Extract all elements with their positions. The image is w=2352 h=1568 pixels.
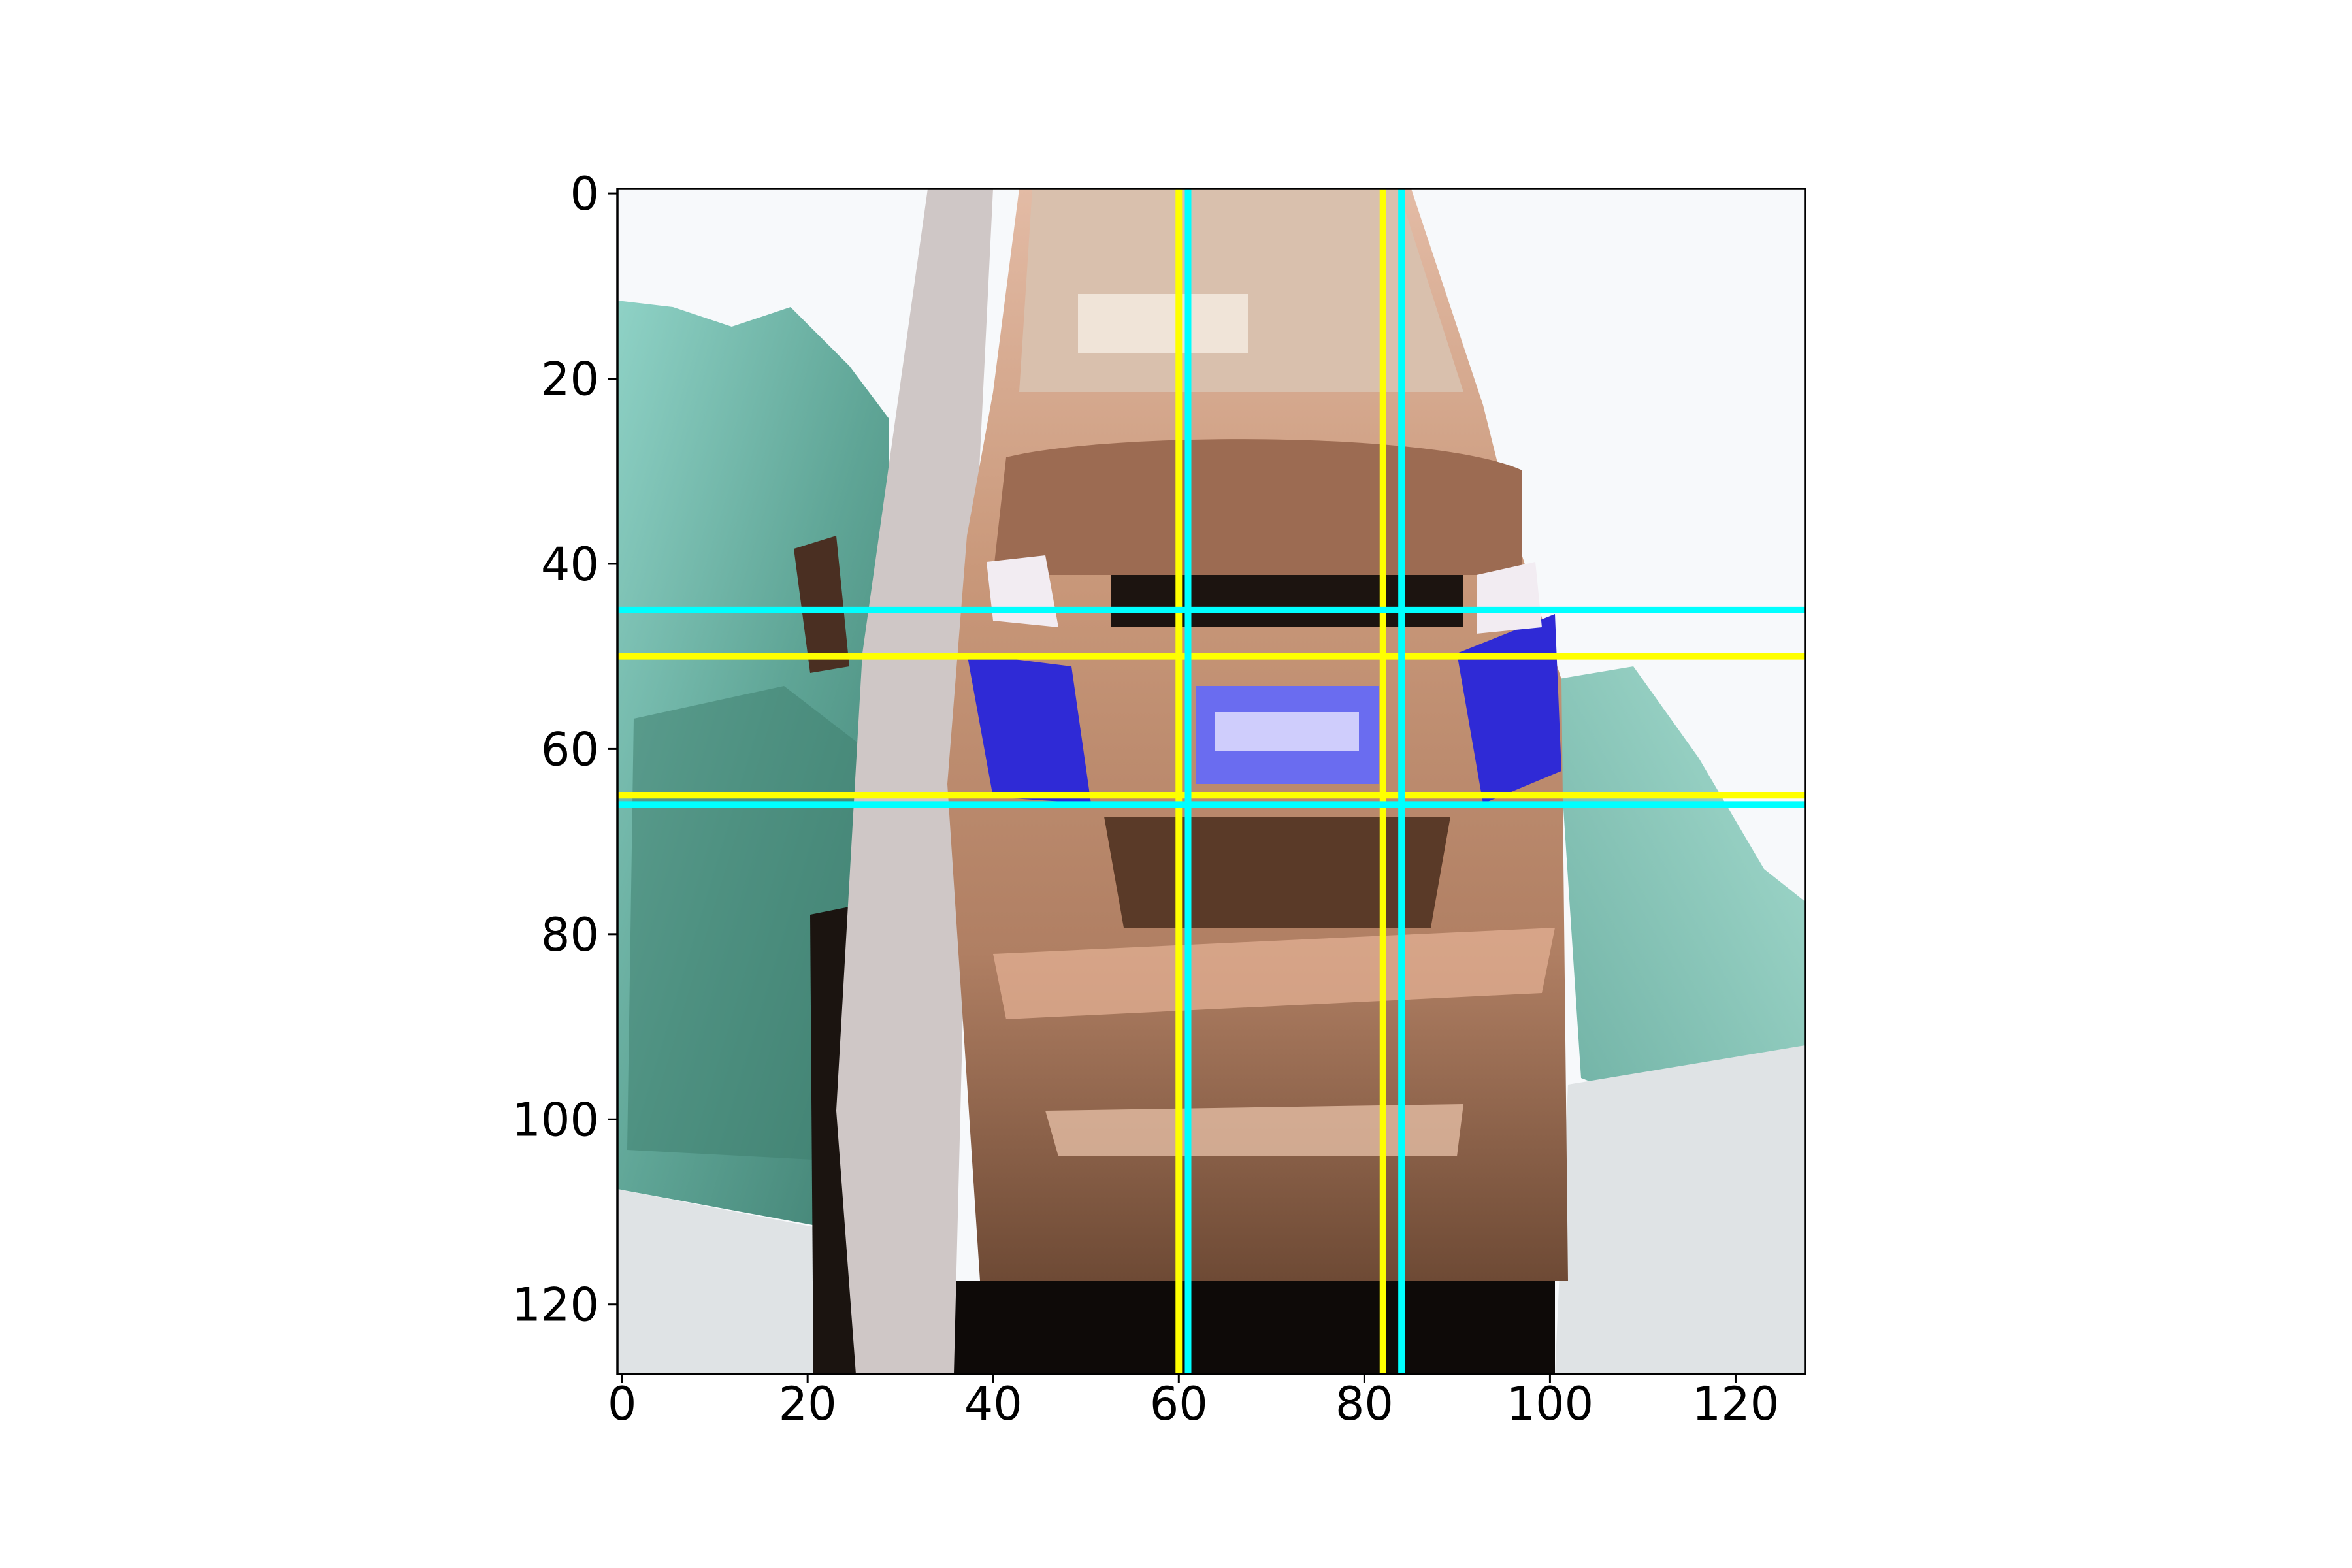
windshield [1019,189,1463,392]
x-tick-label-0: 0 [608,1377,637,1431]
y-tick-label-40: 40 [541,538,599,591]
x-tick-label-120: 120 [1692,1377,1780,1431]
license-plate-text [1215,712,1359,751]
hood [993,439,1522,575]
car-side [836,189,993,1374]
x-tick-label-20: 20 [779,1377,837,1431]
side-mirror [794,536,849,673]
x-tick-label-100: 100 [1507,1377,1594,1431]
headlight-highlight-r [1477,562,1542,634]
right-headlight [1457,614,1561,804]
right-vegetation [1555,666,1805,1124]
axes-frame [616,188,1806,1375]
road-right [1555,1045,1805,1374]
x-tick-label-60: 60 [1150,1377,1208,1431]
grille [1111,575,1463,627]
overlay-lines [617,189,1805,1374]
x-tick-label-80: 80 [1335,1377,1394,1431]
front-highlight [1045,1104,1463,1156]
left-headlight [967,653,1091,804]
y-axis: 0 20 40 60 80 100 120 [512,167,617,1332]
y-tick-label-0: 0 [570,167,599,221]
y-tick-label-100: 100 [512,1093,599,1147]
y-tick-label-120: 120 [512,1279,599,1332]
y-tick-label-60: 60 [541,723,599,776]
y-tick-label-80: 80 [541,908,599,962]
y-tick-label-20: 20 [541,353,599,406]
x-axis: 0 20 40 60 80 100 120 [608,1374,1779,1431]
bumper-highlight [993,928,1555,1019]
car-photo [617,189,1805,1374]
rearview-mirror [1078,294,1248,353]
x-tick-label-40: 40 [964,1377,1022,1431]
